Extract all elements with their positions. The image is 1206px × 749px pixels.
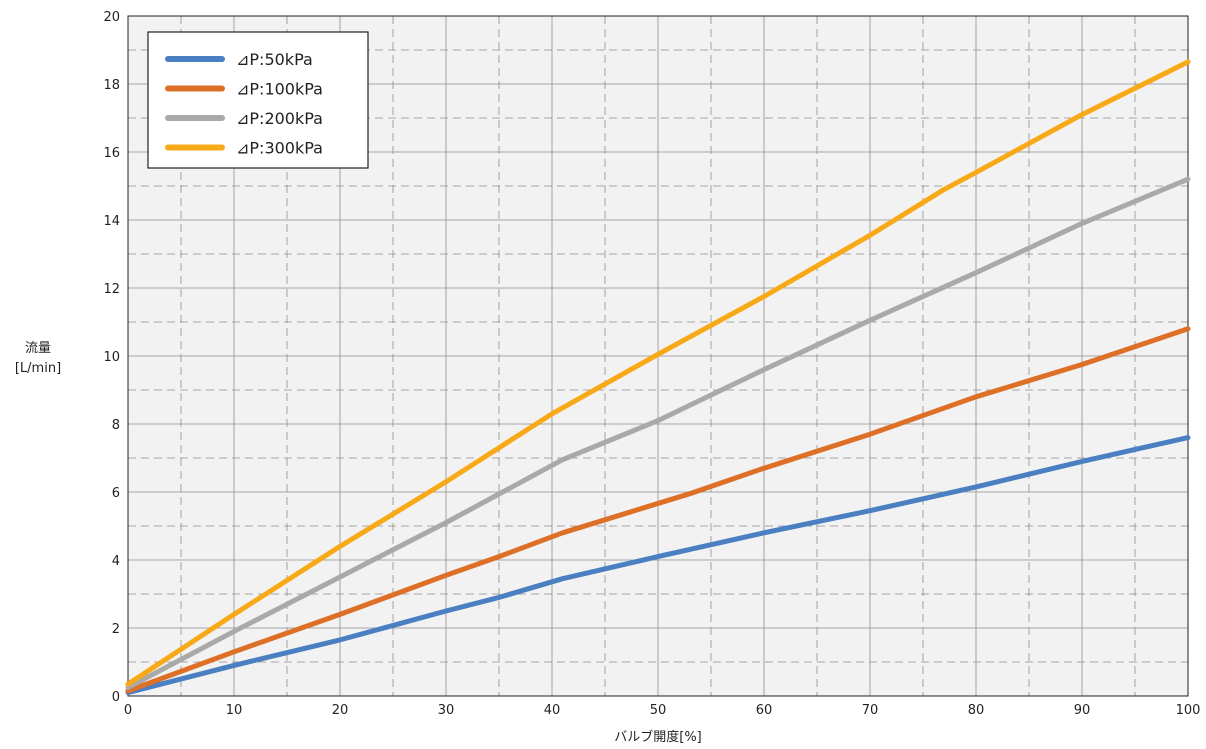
x-axis-label: バルブ開度[%] bbox=[614, 729, 702, 745]
y-tick-label: 18 bbox=[103, 78, 120, 93]
y-tick-label: 6 bbox=[112, 486, 120, 501]
y-axis-label-line2: [L/min] bbox=[15, 361, 61, 376]
series-lines bbox=[125, 59, 1191, 696]
legend-label-3: ⊿P:200kPa bbox=[236, 109, 323, 128]
series-line-3 bbox=[125, 176, 1191, 690]
y-tick-label: 20 bbox=[103, 10, 120, 25]
x-tick-label: 10 bbox=[226, 703, 243, 718]
x-tick-label: 30 bbox=[438, 703, 455, 718]
y-tick-label: 8 bbox=[112, 418, 120, 433]
x-tick-label: 50 bbox=[650, 703, 667, 718]
x-tick-label: 40 bbox=[544, 703, 561, 718]
y-tick-label: 0 bbox=[112, 690, 120, 705]
x-tick-label: 20 bbox=[332, 703, 349, 718]
x-axis-ticks: 0 10 20 30 40 50 60 70 80 90 100 bbox=[124, 703, 1201, 718]
legend-label-1: ⊿P:50kPa bbox=[236, 50, 313, 69]
x-tick-label: 100 bbox=[1176, 703, 1201, 718]
x-tick-label: 0 bbox=[124, 703, 132, 718]
y-tick-label: 4 bbox=[112, 554, 120, 569]
plot-border bbox=[127, 15, 1189, 697]
x-tick-label: 70 bbox=[862, 703, 879, 718]
legend: ⊿P:50kPa ⊿P:100kPa ⊿P:200kPa ⊿P:300kPa bbox=[147, 31, 369, 169]
series-line-2 bbox=[125, 326, 1191, 694]
y-tick-label: 14 bbox=[103, 214, 120, 229]
legend-label-2: ⊿P:100kPa bbox=[236, 80, 323, 99]
x-tick-label: 80 bbox=[968, 703, 985, 718]
y-tick-label: 2 bbox=[112, 622, 120, 637]
x-tick-label: 90 bbox=[1074, 703, 1091, 718]
x-tick-label: 60 bbox=[756, 703, 773, 718]
y-tick-label: 10 bbox=[103, 350, 120, 365]
series-line-4 bbox=[125, 59, 1191, 687]
series-line-1 bbox=[125, 435, 1191, 696]
y-tick-label: 12 bbox=[103, 282, 120, 297]
legend-label-4: ⊿P:300kPa bbox=[236, 139, 323, 158]
y-axis-label-line1: 流量 bbox=[25, 341, 51, 356]
y-tick-label: 16 bbox=[103, 146, 120, 161]
y-axis-ticks: 0 2 4 6 8 10 12 14 16 18 20 bbox=[103, 10, 120, 705]
